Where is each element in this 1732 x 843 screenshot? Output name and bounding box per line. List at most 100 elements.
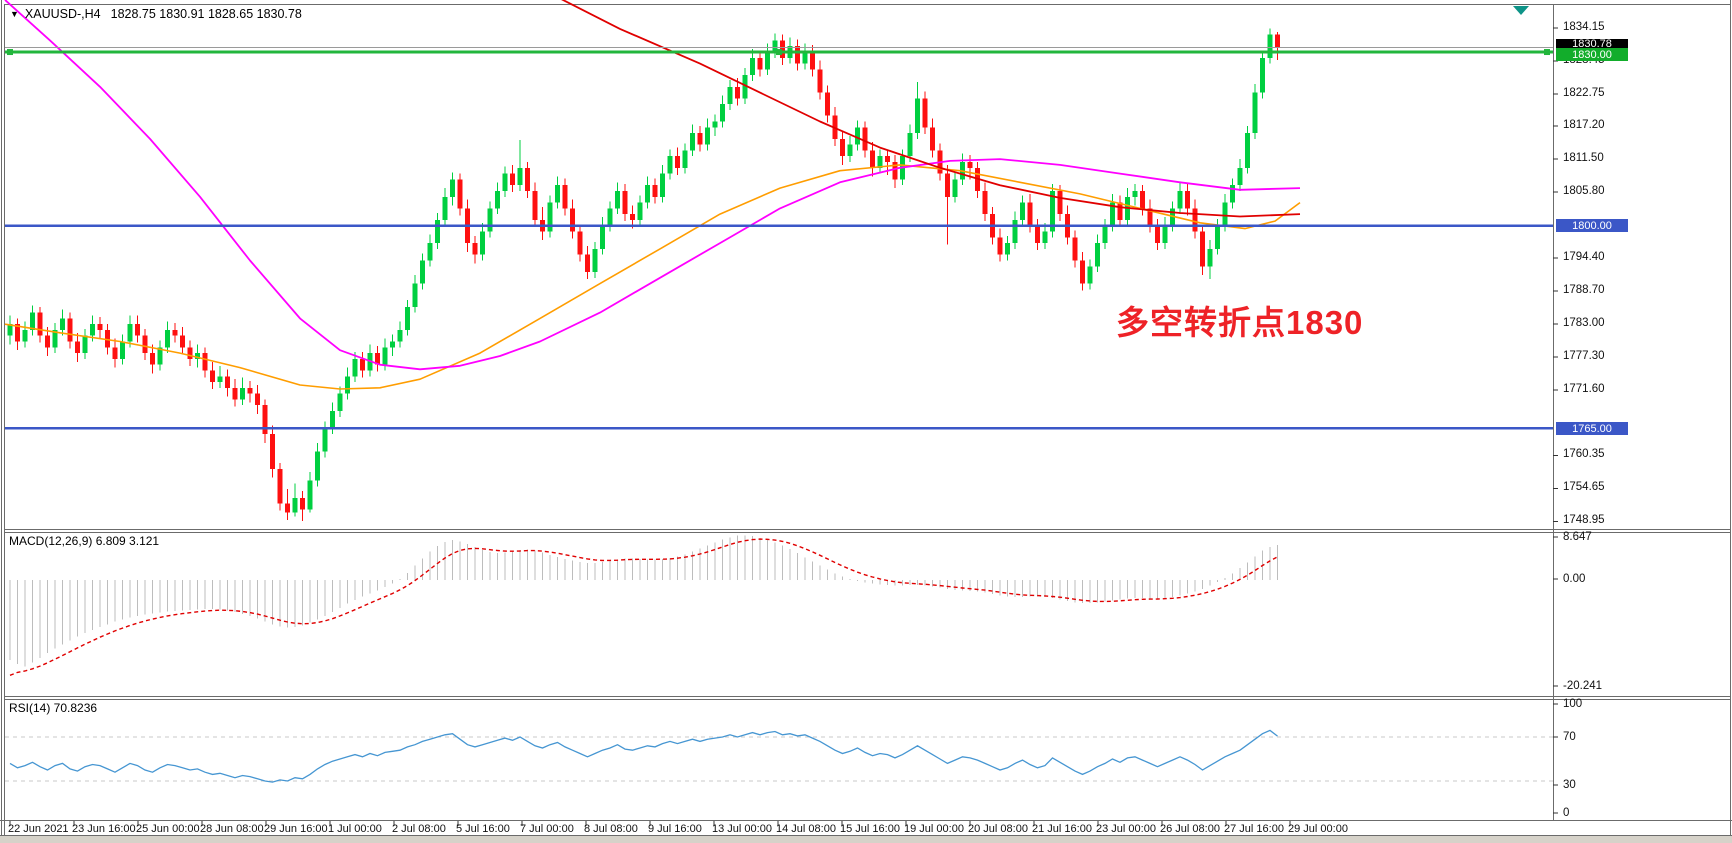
price-tick-label: 1805.80 [1563,185,1605,198]
candle-body [727,86,733,105]
hline-1830-handle[interactable] [1544,49,1550,56]
candle-body [1252,92,1258,134]
chart-shift-marker-icon [1513,6,1529,15]
candle-body [352,358,358,377]
candle-body [1245,133,1250,168]
candle-body [735,86,740,99]
price-tick-label: 1760.35 [1563,448,1605,461]
candle-body [675,156,680,168]
candle-body [120,341,125,359]
candle-body [457,179,463,209]
symbol-dropdown-icon[interactable]: ▼ [10,9,19,19]
candle-body [622,190,628,215]
candle-body [277,468,283,504]
candle-body [187,347,193,359]
candle-body [645,185,650,203]
time-tick-label: 23 Jul 00:00 [1096,823,1156,835]
candle-body [1012,219,1018,244]
candle-body [337,393,343,412]
candle-body [577,231,583,255]
candle-body [202,353,208,371]
candle-body [1087,266,1093,284]
candle-body [90,324,95,336]
candle-body [1110,202,1115,226]
time-tick-label: 7 Jul 00:00 [520,823,574,835]
price-tick-label: 1834.15 [1563,21,1605,33]
candle-body [1237,167,1243,186]
candle-body [412,283,418,307]
candle-body [862,127,868,151]
candle-body [255,393,260,406]
time-tick-label: 9 Jul 16:00 [648,823,702,835]
candle-body [930,127,935,151]
candle-body [840,138,845,157]
candle-body [450,179,455,197]
candle-body [180,335,185,348]
candle-body [615,190,620,209]
candle-body [487,208,493,232]
candle-body [885,156,890,163]
candle-body [225,376,230,388]
candle-body [165,329,170,348]
candle-body [247,387,253,394]
candle-body [382,347,388,365]
hline-1830-handle[interactable] [776,49,782,56]
candle-body [427,243,433,261]
annotation-text[interactable]: 多空转折点1830 [1116,304,1364,341]
candle-body [127,324,133,342]
macd-signal-line [9,538,1278,676]
candle-body [1147,208,1153,226]
candle-body [1095,243,1100,267]
candle-body [322,428,328,452]
time-tick-label: 28 Jun 08:00 [200,823,264,835]
candle-body [67,318,73,342]
time-tick-label: 20 Jul 08:00 [968,823,1028,835]
candle-body [997,237,1003,255]
candle-body [697,133,703,145]
candle-body [142,335,148,354]
candle-body [480,231,485,255]
candle-body [592,248,598,273]
candle-body [667,156,673,174]
candle-body [847,144,853,157]
candle-body [810,52,815,70]
hline-1830-handle[interactable] [7,49,13,56]
candle-body [510,173,515,186]
ma-magenta [4,0,1301,371]
candle-body [607,208,613,226]
candle-body [37,312,43,336]
candle-body [1177,190,1183,209]
price-tick-label: 1817.20 [1563,119,1605,132]
candle-body [682,150,688,168]
rsi-scale-label: 70 [1563,731,1576,743]
candle-body [532,190,538,220]
rsi-scale-label: 30 [1563,779,1576,791]
candle-body [217,376,223,383]
rsi-pane [5,729,1553,783]
candle-body [637,202,643,220]
candle-body [232,387,238,400]
candle-body [712,121,718,128]
horizontal-line-objects[interactable] [5,47,1553,430]
candle-body [967,162,973,168]
candle-body [1072,237,1078,261]
candle-body [135,324,140,336]
candle-body [60,318,65,330]
candle-body [802,52,808,64]
candle-body [517,167,523,186]
candle-body [330,411,335,429]
candle-body [1057,190,1063,215]
candle-body [630,214,635,220]
candle-body [525,167,530,191]
price-tick-label: 1811.50 [1563,152,1604,165]
candle-body [922,98,928,128]
candle-body [870,150,875,168]
candle-body [1117,202,1123,220]
candle-body [690,133,695,151]
time-tick-label: 29 Jun 16:00 [264,823,328,835]
candle-body [112,347,118,359]
candle-body [7,324,13,336]
candle-body [390,341,395,348]
candle-body [420,260,425,284]
